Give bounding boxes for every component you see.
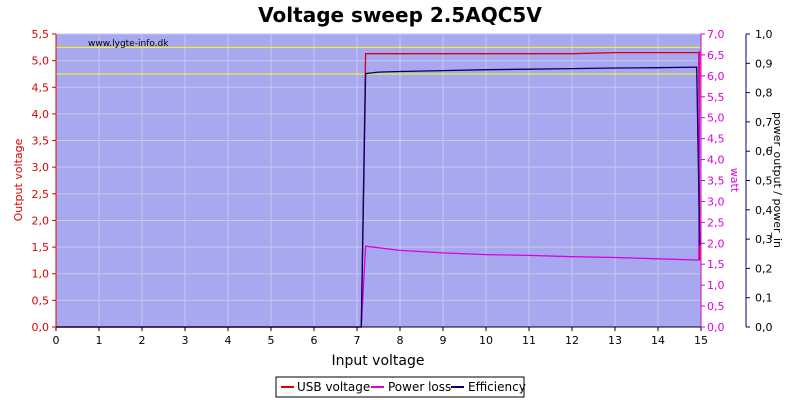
x-tick-label: 5 (268, 334, 275, 347)
y-left-tick-label: 5,5 (32, 28, 50, 41)
y-left-tick-label: 4,5 (32, 81, 50, 94)
y-right1-axis-label: watt (728, 168, 741, 193)
y-right1-tick-label: 5,5 (707, 91, 725, 104)
chart-title: Voltage sweep 2.5AQC5V (258, 3, 542, 27)
y-right2-tick-label: 0,1 (755, 292, 773, 305)
x-tick-label: 15 (694, 334, 708, 347)
x-tick-label: 13 (608, 334, 622, 347)
x-tick-label: 9 (440, 334, 447, 347)
y-right1-tick-label: 2,0 (707, 237, 725, 250)
y-left-tick-label: 4,0 (32, 108, 50, 121)
y-left-tick-label: 0,5 (32, 294, 50, 307)
y-right2-tick-label: 0,6 (755, 145, 773, 158)
series-line-efficiency (56, 66, 701, 328)
x-tick-label: 7 (354, 334, 361, 347)
legend-box (275, 376, 525, 398)
y-right1-tick-label: 0,5 (707, 300, 725, 313)
legend: USB voltage Power loss Efficiency (275, 376, 526, 398)
y-left-tick-label: 5,0 (32, 55, 50, 68)
y-right1-tick-label: 2,5 (707, 216, 725, 229)
y-right2-tick-label: 1,0 (755, 28, 773, 41)
y-right1-tick-label: 4,5 (707, 133, 725, 146)
y-left-tick-label: 3,0 (32, 161, 50, 174)
y-right2-tick-label: 0,9 (755, 57, 773, 70)
x-tick-label: 3 (182, 334, 189, 347)
y-right2-tick-label: 0,3 (755, 233, 773, 246)
y-right1-tick-label: 6,5 (707, 49, 725, 62)
y-right1-tick-label: 0,0 (707, 321, 725, 334)
legend-label-usb-voltage: USB voltage (297, 380, 370, 394)
y-left-tick-label: 2,5 (32, 188, 50, 201)
y-left-tick-label: 3,5 (32, 135, 50, 148)
plot-area (56, 34, 701, 327)
y-right1-tick-label: 6,0 (707, 70, 725, 83)
y-right2-tick-label: 0,4 (755, 204, 773, 217)
y-left-tick-label: 1,0 (32, 268, 50, 281)
reference-lines (56, 46, 701, 75)
y-right1-tick-label: 3,0 (707, 195, 725, 208)
x-tick-label: 11 (522, 334, 536, 347)
grid (55, 33, 702, 328)
x-tick-label: 8 (397, 334, 404, 347)
x-tick-label: 1 (96, 334, 103, 347)
y-right1-tick-label: 1,0 (707, 279, 725, 292)
x-tick-label: 6 (311, 334, 318, 347)
y-right1-tick-label: 3,5 (707, 175, 725, 188)
y-right2-tick-label: 0,7 (755, 116, 773, 129)
legend-label-power-loss: Power loss (388, 380, 451, 394)
y-right1-tick-label: 4,0 (707, 154, 725, 167)
x-tick-label: 2 (139, 334, 146, 347)
x-tick-label: 12 (565, 334, 579, 347)
y-right2-tick-label: 0,5 (755, 175, 773, 188)
y-right1-ticks: 0,0 0,5 1,0 1,5 2,0 2,5 3,0 3,5 4,0 4,5 5,0 5,5 6,0 6… (701, 28, 725, 334)
x-axis-ticks: 0 1 2 3 4 5 6 7 8 9 10 11 12 13 14 15 (53, 327, 708, 347)
y-right1-tick-label: 5,0 (707, 112, 725, 125)
y-left-tick-label: 0,0 (32, 321, 50, 334)
x-tick-label: 14 (651, 334, 665, 347)
watermark: www.lygte-info.dk (88, 39, 169, 49)
x-tick-label: 10 (479, 334, 493, 347)
x-tick-label: 0 (53, 334, 60, 347)
y-left-tick-label: 1,5 (32, 241, 50, 254)
y-right1-tick-label: 1,5 (707, 258, 725, 271)
y-right2-ticks: 0,0 0,1 0,2 0,3 0,4 0,5 0,6 0,7 0,8 0,9 1,0 (746, 28, 773, 334)
x-axis-label: Input voltage (331, 353, 424, 369)
y-right1-tick-label: 7,0 (707, 28, 725, 41)
legend-label-efficiency: Efficiency (468, 380, 526, 394)
y-left-tick-label: 2,0 (32, 214, 50, 227)
y-left-axis-label: Output voltage (12, 138, 25, 221)
x-tick-label: 4 (225, 334, 232, 347)
y-left-ticks: 0,0 0,5 1,0 1,5 2,0 2,5 3,0 3,5 4,0 4,5 5,0 5,5 (32, 28, 56, 334)
y-right2-tick-label: 0,0 (755, 321, 773, 334)
y-right2-axis-label: power_output / power_in (771, 112, 784, 248)
y-right2-tick-label: 0,2 (755, 262, 773, 275)
y-right2-tick-label: 0,8 (755, 87, 773, 100)
